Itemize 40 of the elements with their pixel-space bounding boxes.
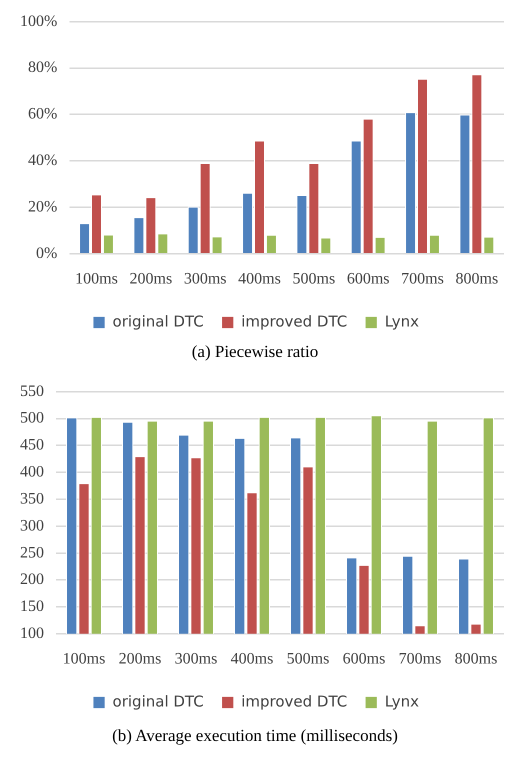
legend-label: original DTC [112,692,204,710]
y-tick-label: 150 [20,598,44,616]
x-tick-label: 600ms [346,270,390,288]
y-tick-label: 100 [20,625,44,642]
x-tick-label: 600ms [342,650,386,668]
x-tick-label: 500ms [292,270,336,288]
x-tick-label: 800ms [455,270,498,288]
y-tick-label: 80% [28,59,58,76]
y-tick-label: 20% [28,198,58,216]
y-tick-label: 450 [20,436,44,454]
x-tick-label: 800ms [454,650,498,668]
x-tick-label: 300ms [184,270,226,288]
legend-label: original DTC [112,312,204,330]
legend-label: Lynx [384,312,420,330]
x-tick-label: 100ms [75,270,118,288]
legend-label: improved DTC [241,312,348,330]
y-tick-label: 40% [28,152,58,170]
x-tick-label: 100ms [62,650,106,668]
y-tick-label: 400 [20,464,44,481]
y-tick-label: 250 [20,544,44,562]
y-tick-label: 350 [20,490,44,508]
x-tick-label: 400ms [230,650,274,668]
x-tick-label: 400ms [238,270,281,288]
legend-label: improved DTC [241,692,348,710]
text: (a) Piecewise ratio [190,341,320,363]
x-tick-label: 700ms [401,270,444,288]
text: (b) Average execution time (milliseconds) [111,725,399,746]
x-tick-label: 200ms [129,270,172,288]
y-tick-label: 300 [20,517,44,534]
legend-label: Lynx [384,692,420,710]
x-tick-label: 500ms [286,650,330,668]
y-tick-label: 550 [20,382,44,400]
y-tick-label: 500 [20,410,44,427]
y-tick-label: 0% [36,245,58,262]
x-tick-label: 300ms [174,650,218,668]
y-tick-label: 100% [20,12,58,30]
y-tick-label: 200 [20,571,44,588]
x-tick-label: 700ms [398,650,442,668]
x-tick-label: 200ms [118,650,162,668]
y-tick-label: 60% [28,106,58,123]
